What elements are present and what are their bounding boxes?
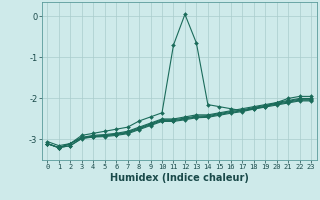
X-axis label: Humidex (Indice chaleur): Humidex (Indice chaleur) bbox=[110, 173, 249, 183]
